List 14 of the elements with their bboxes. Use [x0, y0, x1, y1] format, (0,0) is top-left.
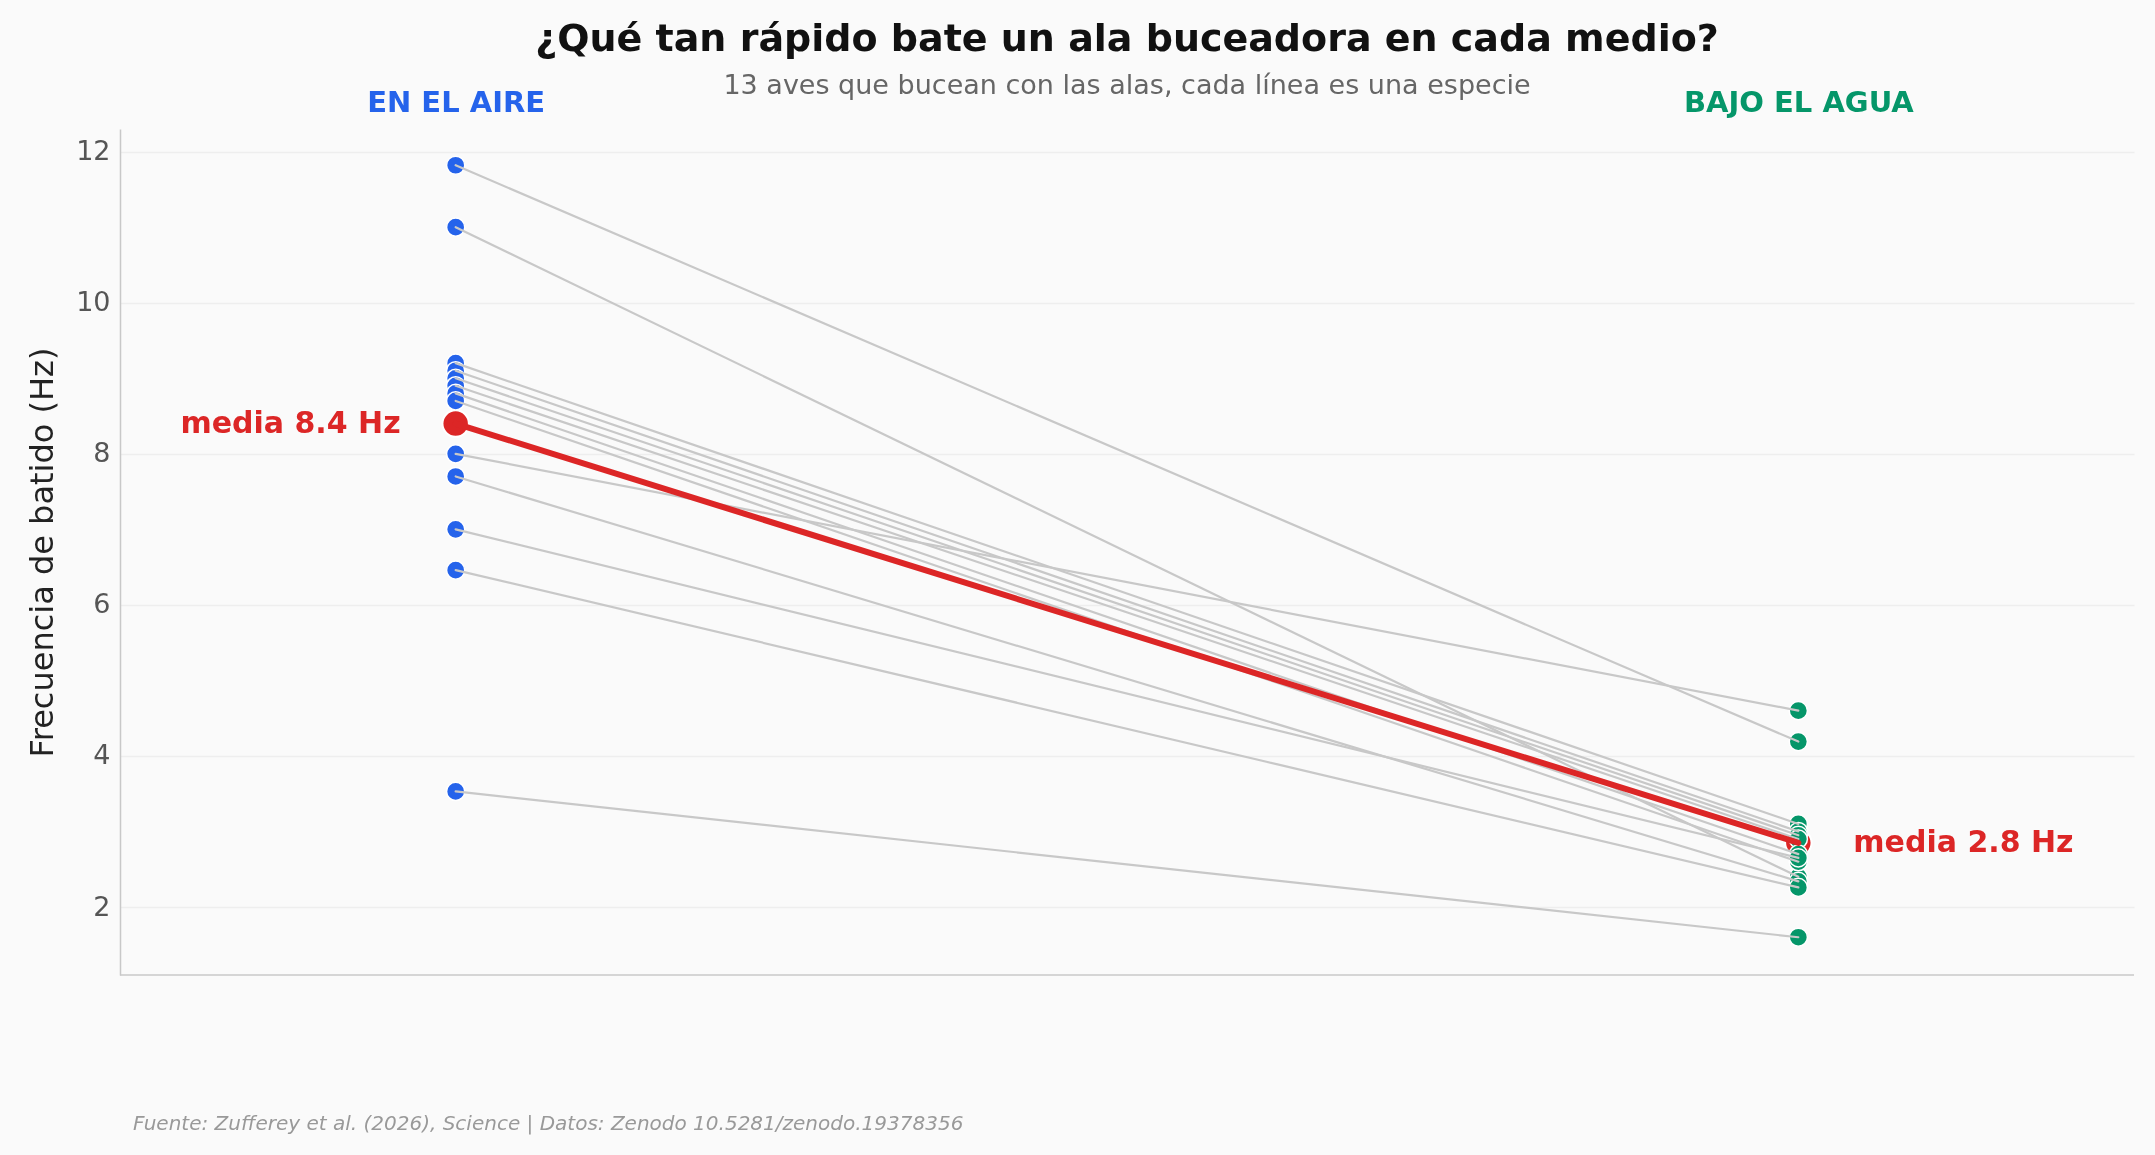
- x-tick-label: EN EL AIRE: [367, 84, 546, 119]
- chart-subtitle: 13 aves que bucean con las alas, cada línea es una especie: [723, 69, 1531, 100]
- source-note: Fuente: Zufferey et al. (2026), Science | Datos: Zenodo 10.5281/zenodo.19378356: [133, 1111, 964, 1135]
- chart-title: ¿Qué tan rápido bate un ala buceadora en cada medio?: [535, 16, 1719, 60]
- y-tick-label: 12: [76, 135, 111, 167]
- y-tick-label: 6: [93, 588, 111, 620]
- y-tick-label: 4: [93, 739, 111, 771]
- y-tick-label: 8: [93, 437, 111, 469]
- y-axis-title: Frecuencia de batido (Hz): [23, 347, 62, 758]
- annotation: media 2.8 Hz: [1853, 823, 2074, 859]
- annotation: media 8.4 Hz: [180, 404, 401, 440]
- y-tick-label: 10: [76, 286, 111, 318]
- x-tick-label: BAJO EL AGUA: [1683, 84, 1915, 119]
- y-tick-label: 2: [93, 890, 111, 922]
